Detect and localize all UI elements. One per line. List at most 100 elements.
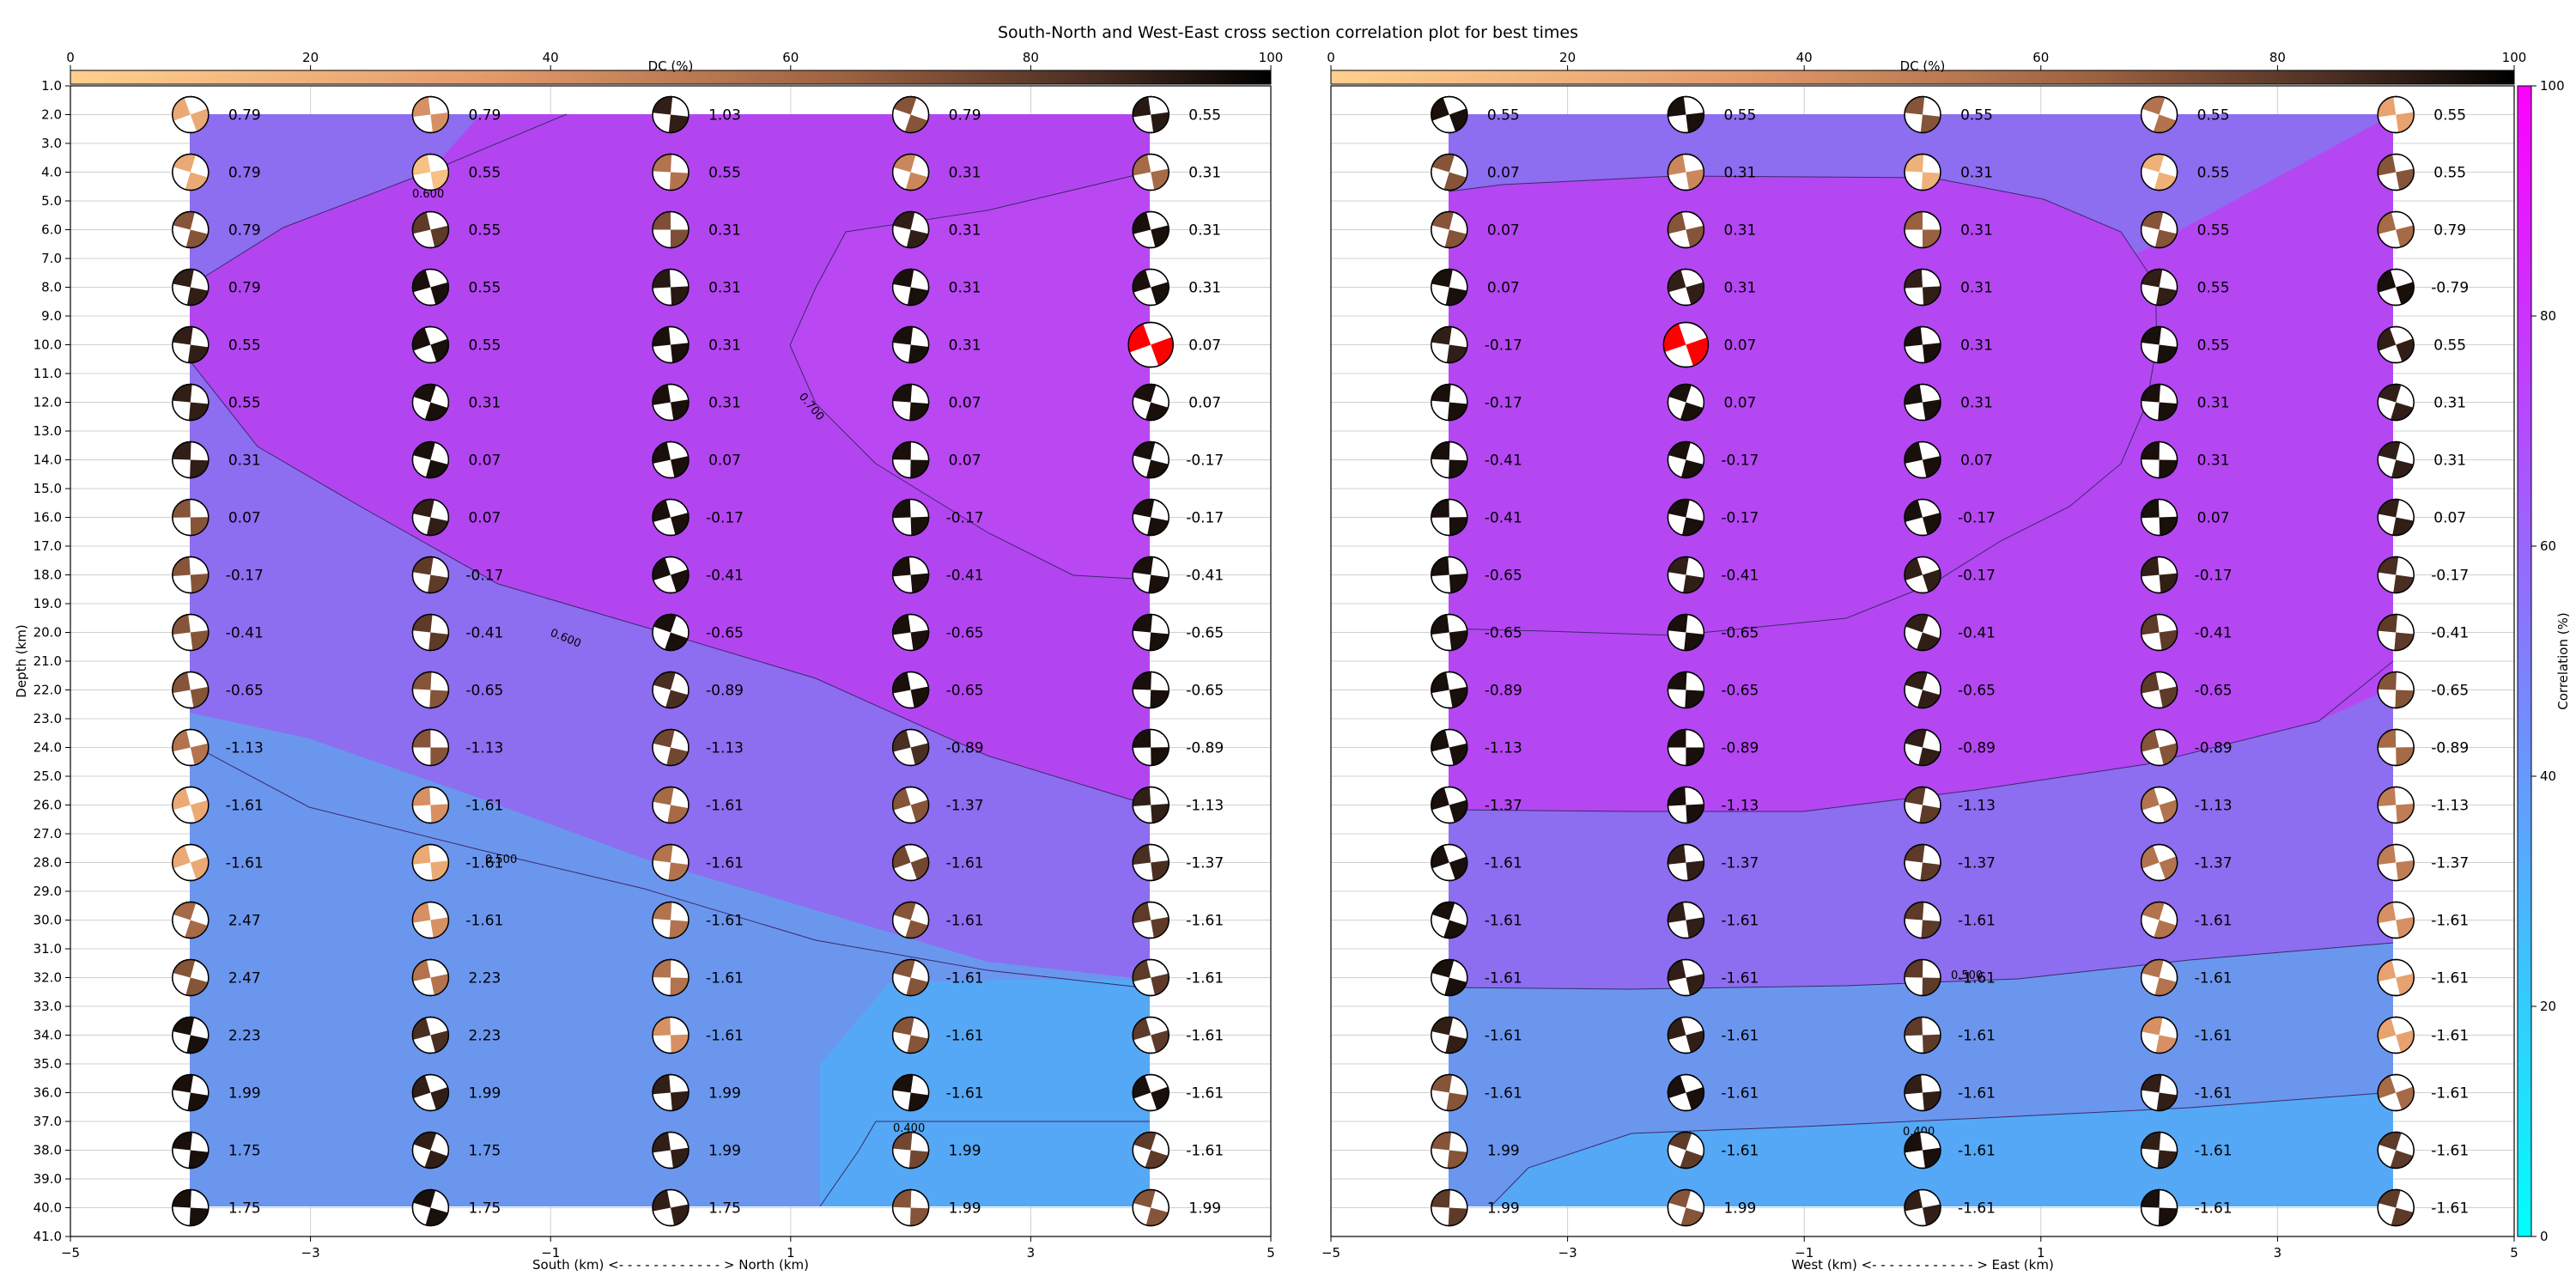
beachball-quadrant — [2154, 977, 2177, 996]
focal-mechanism — [2377, 383, 2415, 422]
focal-mechanism — [1132, 95, 1170, 134]
magnitude-label: 0.31 — [949, 165, 981, 182]
beachball-quadrant — [653, 269, 671, 289]
focal-mechanism — [1904, 786, 1941, 824]
beachball-outline — [1431, 958, 1468, 997]
beachball-quadrant — [893, 959, 915, 978]
focal-mechanism — [652, 843, 690, 882]
magnitude-label: -1.13 — [465, 740, 503, 757]
beachball-outline — [2377, 556, 2415, 594]
beachball-quadrant — [430, 168, 449, 191]
beachball-quadrant — [185, 229, 209, 248]
focal-mechanism — [2140, 210, 2178, 249]
beachball-outline — [891, 1188, 930, 1227]
focal-mechanism — [411, 786, 450, 824]
focal-mechanism — [652, 1016, 690, 1054]
focal-mechanism — [1431, 958, 1468, 997]
x-tick-label: −3 — [301, 1245, 320, 1261]
magnitude-label: -1.13 — [2431, 798, 2469, 815]
beachball-outline — [652, 498, 690, 537]
focal-mechanism — [172, 613, 210, 652]
beachball-quadrant — [1431, 326, 1452, 345]
magnitude-label: -0.89 — [1958, 740, 1996, 757]
beachball-outline — [2377, 383, 2415, 422]
magnitude-label: -0.89 — [2195, 740, 2233, 757]
beachball-outline — [2377, 498, 2415, 537]
contour-line — [1490, 1091, 2394, 1207]
focal-mechanism — [891, 440, 930, 479]
beachball-quadrant — [1905, 96, 1925, 115]
focal-mechanism — [652, 210, 690, 249]
beachball-quadrant — [430, 974, 449, 996]
focal-mechanism — [1667, 1016, 1705, 1054]
beachball-quadrant — [1683, 574, 1704, 593]
x-tick-label: 1 — [787, 1245, 795, 1261]
focal-mechanism — [411, 440, 450, 479]
beachball-outline — [2377, 1131, 2415, 1170]
beachball-outline — [172, 210, 210, 249]
beachball-outline — [1431, 786, 1468, 824]
beachball-quadrant — [910, 629, 929, 651]
beachball-outline — [411, 268, 450, 307]
focal-mechanism — [2140, 153, 2178, 191]
magnitude-label: -0.17 — [1958, 568, 1996, 585]
beachball-quadrant — [652, 1189, 671, 1212]
beachball-quadrant — [1923, 456, 1941, 478]
focal-mechanism — [1904, 440, 1941, 479]
beachball-outline — [1667, 1016, 1705, 1054]
beachball-outline — [1132, 613, 1170, 652]
beachball-quadrant — [412, 844, 431, 865]
beachball-quadrant — [668, 862, 689, 881]
beachball-quadrant — [2378, 960, 2397, 982]
magnitude-label: 2.23 — [468, 1028, 501, 1045]
beachball-quadrant — [1905, 384, 1923, 405]
focal-mechanism — [2377, 498, 2415, 537]
beachball-quadrant — [906, 229, 929, 248]
beachball-quadrant — [429, 690, 449, 708]
magnitude-label: -0.65 — [2195, 683, 2233, 700]
magnitude-label: 0.55 — [2197, 280, 2230, 297]
magnitude-label: -1.61 — [465, 798, 503, 815]
focal-mechanism — [891, 383, 930, 422]
focal-mechanism — [1904, 210, 1941, 249]
beachball-quadrant — [1905, 441, 1923, 464]
magnitude-label: -0.89 — [1186, 740, 1224, 757]
y-tick-label: 6.0 — [41, 222, 62, 238]
focal-mechanism — [1904, 728, 1941, 767]
focal-mechanism — [891, 268, 930, 307]
focal-mechanism — [1667, 210, 1705, 249]
beachball-quadrant — [2141, 269, 2163, 288]
beachball-outline — [1904, 325, 1941, 364]
magnitude-label: -1.61 — [946, 1085, 984, 1103]
beachball-outline — [1132, 95, 1170, 134]
beachball-outline — [1662, 321, 1710, 368]
beachball-quadrant — [667, 805, 689, 823]
y-tick-label: 35.0 — [33, 1056, 62, 1072]
beachball-quadrant — [671, 286, 689, 306]
magnitude-label: 0.55 — [468, 165, 501, 182]
focal-mechanism — [172, 671, 210, 709]
beachball-quadrant — [190, 686, 209, 708]
magnitude-label: -0.89 — [706, 683, 744, 700]
beachball-outline — [1904, 671, 1941, 709]
focal-mechanism — [652, 728, 690, 767]
beachball-quadrant — [653, 902, 672, 920]
magnitude-label: 1.99 — [949, 1143, 981, 1160]
focal-mechanism — [1667, 440, 1705, 479]
magnitude-label: 0.79 — [228, 165, 261, 182]
beachball-outline — [1667, 1073, 1705, 1112]
magnitude-label: -1.61 — [2195, 1143, 2233, 1160]
focal-mechanism — [411, 325, 450, 364]
beachball-outline — [1431, 1073, 1468, 1112]
beachball-outline — [891, 556, 930, 594]
beachball-outline — [411, 786, 450, 824]
beachball-quadrant — [1686, 917, 1704, 939]
contour-line — [189, 360, 1151, 806]
beachball-outline — [1904, 153, 1941, 191]
focal-mechanism — [411, 843, 450, 882]
beachball-outline — [2377, 268, 2415, 307]
y-tick-label: 14.0 — [33, 453, 62, 468]
beachball-quadrant — [412, 499, 434, 518]
focal-mechanism — [172, 786, 210, 824]
dc-tick-label: 20 — [302, 50, 319, 65]
